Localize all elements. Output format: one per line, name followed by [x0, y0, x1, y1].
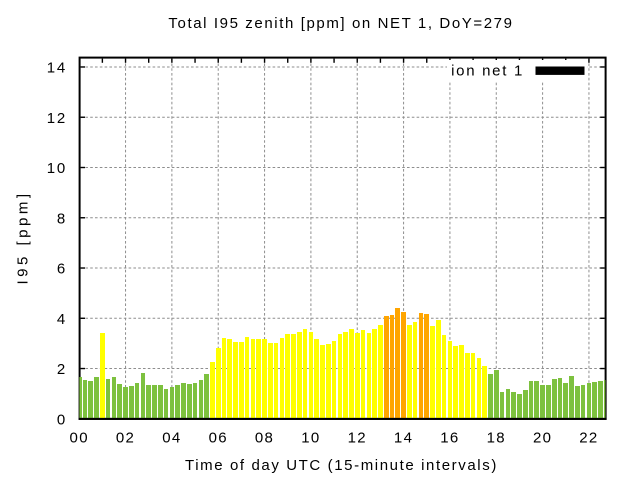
svg-text:20: 20	[533, 429, 552, 446]
svg-text:10: 10	[47, 160, 67, 177]
svg-text:2: 2	[57, 361, 67, 378]
svg-text:06: 06	[209, 429, 228, 446]
svg-text:12: 12	[348, 429, 367, 446]
svg-text:10: 10	[301, 429, 320, 446]
svg-text:Total I95 zenith [ppm] on NET: Total I95 zenith [ppm] on NET 1, DoY=279	[168, 15, 513, 32]
svg-text:02: 02	[116, 429, 135, 446]
svg-text:12: 12	[47, 110, 67, 127]
svg-text:4: 4	[57, 311, 67, 328]
svg-text:04: 04	[162, 429, 181, 446]
svg-text:00: 00	[70, 429, 89, 446]
svg-text:Time of day UTC (15-minute int: Time of day UTC (15-minute intervals)	[185, 457, 498, 474]
svg-text:14: 14	[47, 60, 67, 77]
svg-text:08: 08	[255, 429, 274, 446]
svg-text:0: 0	[57, 412, 67, 429]
svg-text:16: 16	[440, 429, 459, 446]
svg-text:14: 14	[394, 429, 413, 446]
svg-text:22: 22	[579, 429, 598, 446]
svg-text:8: 8	[57, 210, 67, 227]
svg-text:6: 6	[57, 261, 67, 278]
svg-text:18: 18	[487, 429, 506, 446]
svg-text:I95 [ppm]: I95 [ppm]	[15, 190, 32, 284]
svg-text:ion net 1: ion net 1	[451, 63, 524, 80]
